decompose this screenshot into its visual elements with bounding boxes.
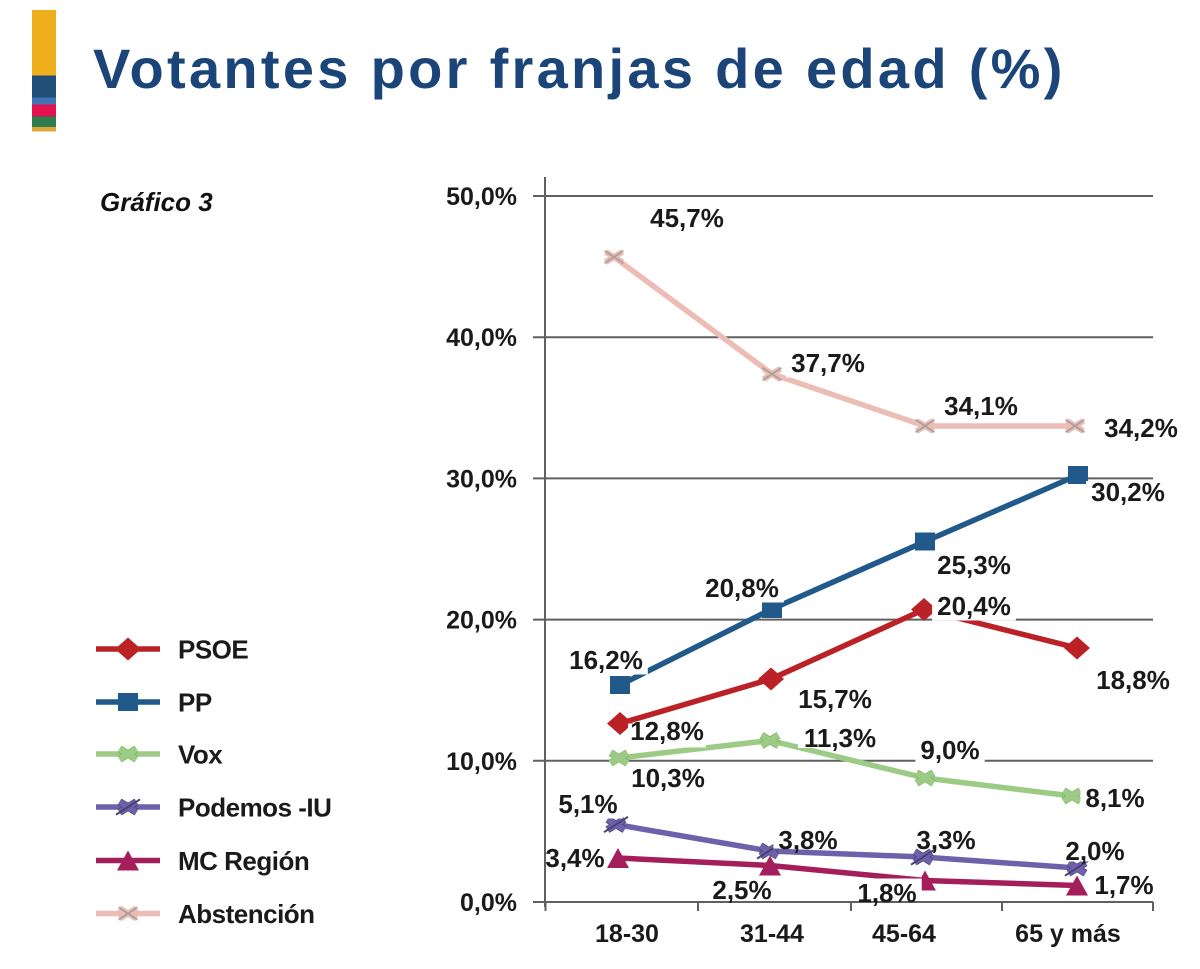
svg-text:Vox: Vox <box>178 740 223 770</box>
svg-text:3,4%: 3,4% <box>545 843 604 873</box>
svg-text:PP: PP <box>178 688 212 718</box>
svg-text:8,1%: 8,1% <box>1085 783 1144 813</box>
svg-text:45-64: 45-64 <box>872 920 936 948</box>
svg-text:45,7%: 45,7% <box>650 203 724 233</box>
svg-text:Votantes por franjas de edad (: Votantes por franjas de edad (%) <box>93 37 1066 100</box>
svg-text:30,2%: 30,2% <box>1091 477 1165 507</box>
svg-text:3,8%: 3,8% <box>778 825 837 855</box>
svg-text:25,3%: 25,3% <box>937 550 1011 580</box>
svg-text:11,3%: 11,3% <box>804 723 876 753</box>
svg-text:MC Región: MC Región <box>178 846 309 876</box>
svg-text:1,8%: 1,8% <box>857 878 916 908</box>
svg-text:12,8%: 12,8% <box>630 716 704 746</box>
svg-text:3,3%: 3,3% <box>916 825 975 855</box>
svg-text:Gráfico 3: Gráfico 3 <box>100 187 213 217</box>
svg-text:2,5%: 2,5% <box>712 875 771 905</box>
svg-text:16,2%: 16,2% <box>569 645 643 675</box>
svg-text:30,0%: 30,0% <box>446 465 517 493</box>
svg-text:37,7%: 37,7% <box>791 348 865 378</box>
svg-text:40,0%: 40,0% <box>446 324 517 352</box>
svg-text:5,1%: 5,1% <box>558 789 617 819</box>
svg-text:31-44: 31-44 <box>740 920 804 948</box>
svg-text:34,1%: 34,1% <box>944 391 1018 421</box>
svg-text:20,4%: 20,4% <box>937 591 1011 621</box>
svg-text:65 y más: 65 y más <box>1015 920 1121 948</box>
svg-text:PSOE: PSOE <box>178 635 248 665</box>
svg-text:10,0%: 10,0% <box>446 748 517 776</box>
svg-text:9,0%: 9,0% <box>920 735 979 765</box>
svg-text:50,0%: 50,0% <box>446 183 517 211</box>
svg-text:10,3%: 10,3% <box>631 763 705 793</box>
svg-text:2,0%: 2,0% <box>1065 836 1124 866</box>
svg-text:15,7%: 15,7% <box>798 684 872 714</box>
svg-text:Abstención: Abstención <box>178 899 315 929</box>
svg-text:0,0%: 0,0% <box>460 889 517 917</box>
svg-text:Podemos -IU: Podemos -IU <box>178 793 331 823</box>
svg-text:34,2%: 34,2% <box>1104 413 1178 443</box>
svg-text:20,8%: 20,8% <box>705 573 779 603</box>
svg-text:1,7%: 1,7% <box>1094 870 1153 900</box>
svg-text:18,8%: 18,8% <box>1096 665 1170 695</box>
svg-text:20,0%: 20,0% <box>446 607 517 635</box>
svg-text:18-30: 18-30 <box>595 920 659 948</box>
